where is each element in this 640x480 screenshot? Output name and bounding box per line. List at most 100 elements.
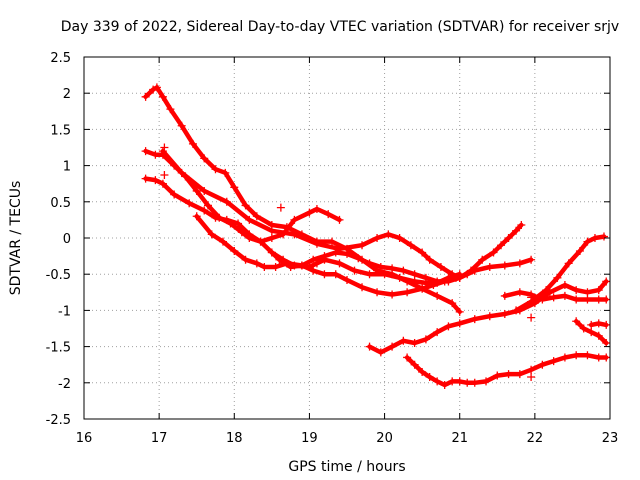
data-point bbox=[271, 262, 280, 271]
data-point bbox=[572, 351, 581, 360]
data-point bbox=[388, 264, 397, 273]
data-point bbox=[572, 286, 581, 295]
data-point bbox=[312, 239, 321, 248]
y-tick-label: -1 bbox=[58, 304, 71, 319]
data-point bbox=[444, 322, 453, 331]
x-tick-label: 18 bbox=[226, 431, 243, 446]
x-tick-label: 23 bbox=[602, 431, 619, 446]
data-point bbox=[583, 237, 592, 246]
x-tick-label: 16 bbox=[76, 431, 93, 446]
x-tick-labels: 16 17 18 19 20 21 22 23 bbox=[76, 431, 619, 446]
data-point bbox=[455, 307, 464, 316]
data-point bbox=[252, 259, 261, 268]
data-point bbox=[433, 377, 442, 386]
data-point bbox=[512, 226, 521, 235]
data-point bbox=[185, 199, 194, 208]
series-track-9 bbox=[502, 290, 609, 302]
data-point bbox=[331, 270, 340, 279]
data-layer bbox=[141, 83, 611, 389]
data-point bbox=[497, 241, 506, 250]
data-point bbox=[583, 295, 592, 304]
isolated-point bbox=[160, 171, 169, 180]
data-point bbox=[380, 270, 389, 279]
data-point bbox=[151, 176, 160, 185]
data-point bbox=[241, 255, 250, 264]
y-tick-label: 2 bbox=[63, 87, 71, 102]
data-point bbox=[587, 328, 596, 337]
data-point bbox=[538, 295, 547, 304]
data-point bbox=[221, 168, 230, 177]
data-point bbox=[602, 295, 611, 304]
data-point bbox=[286, 262, 295, 271]
data-point bbox=[399, 336, 408, 345]
data-point bbox=[230, 183, 239, 192]
data-point bbox=[470, 378, 479, 387]
data-point bbox=[170, 190, 179, 199]
data-point bbox=[500, 310, 509, 319]
data-point bbox=[275, 255, 284, 264]
data-point bbox=[440, 380, 449, 389]
data-point bbox=[500, 261, 509, 270]
data-point bbox=[590, 234, 599, 242]
data-point bbox=[335, 259, 344, 268]
data-point bbox=[515, 288, 524, 297]
data-point bbox=[373, 234, 382, 242]
data-point bbox=[211, 213, 220, 222]
data-point bbox=[579, 324, 588, 333]
data-point bbox=[517, 220, 526, 229]
data-point bbox=[158, 92, 167, 101]
data-point bbox=[594, 353, 603, 362]
data-point bbox=[188, 139, 197, 148]
data-point bbox=[395, 273, 404, 282]
data-point bbox=[410, 270, 419, 279]
data-point bbox=[230, 247, 239, 256]
data-point bbox=[343, 249, 351, 258]
data-point bbox=[527, 365, 536, 374]
data-point bbox=[365, 259, 374, 268]
series-track-7 bbox=[457, 222, 524, 281]
data-point bbox=[560, 353, 569, 362]
data-point bbox=[444, 277, 453, 286]
data-point bbox=[564, 259, 573, 268]
data-point bbox=[151, 150, 160, 159]
x-tick-label: 22 bbox=[527, 431, 544, 446]
data-point bbox=[141, 147, 150, 156]
data-point bbox=[141, 92, 150, 101]
data-point bbox=[515, 370, 524, 379]
data-point bbox=[384, 230, 393, 239]
y-tick-label: 0.5 bbox=[50, 196, 71, 211]
data-point bbox=[466, 266, 475, 275]
data-point bbox=[403, 353, 412, 362]
x-tick-label: 17 bbox=[151, 431, 168, 446]
data-point bbox=[512, 306, 521, 315]
data-point bbox=[406, 241, 415, 250]
x-tick-label: 19 bbox=[301, 431, 318, 446]
series-track-11 bbox=[404, 353, 609, 388]
data-point bbox=[515, 259, 524, 268]
data-point bbox=[200, 186, 209, 195]
grid bbox=[84, 57, 610, 419]
data-point bbox=[470, 315, 479, 324]
data-point bbox=[309, 266, 318, 275]
data-point bbox=[485, 262, 494, 271]
data-point bbox=[222, 215, 231, 224]
data-point bbox=[599, 232, 608, 241]
data-point bbox=[504, 370, 513, 379]
data-point bbox=[395, 234, 404, 242]
data-point bbox=[305, 208, 314, 217]
y-axis-title: SDTVAR / TECUs bbox=[8, 181, 24, 296]
data-point bbox=[211, 165, 220, 174]
y-tick-labels: -2.5 -2 -1.5 -1 -0.5 0 0.5 1 1.5 2 2.5 bbox=[46, 51, 71, 428]
data-point bbox=[192, 186, 201, 195]
data-point bbox=[192, 212, 201, 221]
data-point bbox=[365, 342, 374, 351]
data-point bbox=[327, 237, 336, 246]
data-point bbox=[549, 293, 558, 302]
data-point bbox=[421, 273, 430, 282]
data-point bbox=[324, 210, 333, 219]
data-point bbox=[418, 284, 427, 293]
data-point bbox=[504, 234, 513, 242]
data-point bbox=[493, 371, 502, 380]
data-point bbox=[373, 288, 382, 297]
